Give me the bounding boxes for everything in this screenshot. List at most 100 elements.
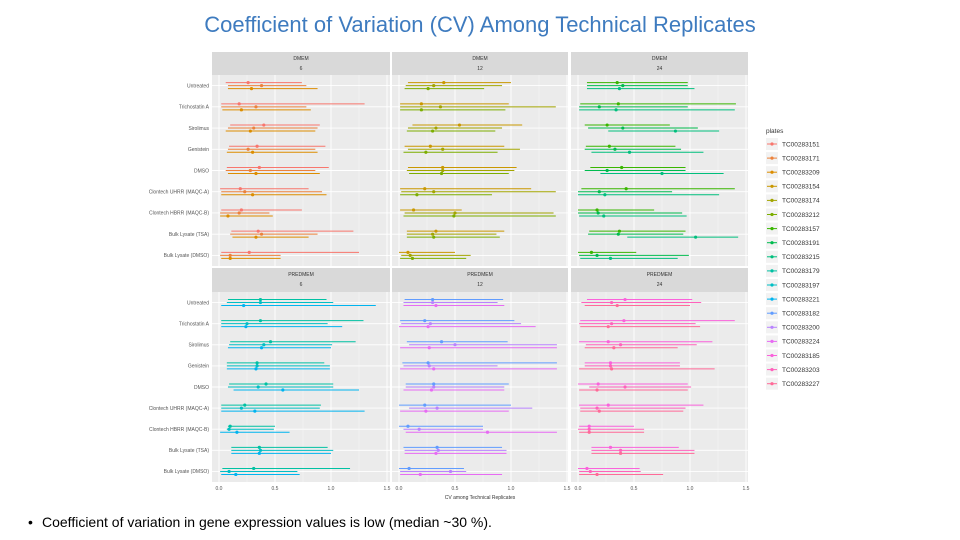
cv-median-point — [234, 472, 238, 477]
cv-median-point — [259, 84, 264, 88]
cv-median-point — [608, 364, 613, 368]
cv-median-point — [406, 250, 410, 254]
cv-median-point — [607, 144, 611, 148]
cv-median-point — [613, 147, 617, 151]
facet-strip-time: 12 — [477, 282, 483, 288]
legend-point — [770, 339, 774, 343]
x-tick-label: 1.0 — [328, 486, 335, 492]
legend-label: TC00283224 — [782, 339, 820, 346]
legend-label: TC00283203 — [782, 367, 820, 374]
cv-median-point — [614, 108, 618, 112]
cv-median-point — [587, 424, 591, 428]
cv-median-point — [237, 211, 241, 215]
cv-median-point — [616, 102, 620, 106]
cv-median-point — [431, 297, 435, 302]
bullet-text: Coefficient of variation in gene express… — [42, 514, 492, 530]
cv-median-point — [243, 403, 247, 407]
cv-median-point — [621, 84, 625, 88]
cv-median-point — [408, 253, 412, 257]
cv-median-point — [427, 364, 431, 368]
cv-median-point — [257, 165, 261, 170]
cv-median-point — [246, 147, 250, 151]
legend-point — [770, 382, 774, 386]
legend-point — [770, 325, 774, 329]
legend-point — [770, 156, 774, 160]
cv-median-point — [622, 319, 626, 323]
legend-label: TC00283212 — [782, 212, 820, 219]
category-tick-label: Clontech UHRR (MAQC-A) — [149, 406, 210, 412]
cv-median-point — [255, 364, 259, 368]
cv-median-point — [597, 409, 601, 413]
legend-point — [770, 297, 774, 301]
cv-median-point — [243, 190, 247, 194]
cv-median-point — [257, 451, 261, 455]
cv-median-point — [453, 211, 457, 215]
cv-median-point — [615, 303, 619, 308]
cv-median-point — [258, 300, 263, 305]
facet-strip-time: 24 — [657, 66, 663, 72]
cv-median-point — [419, 102, 423, 106]
category-tick-label: Bulk Lysate (TSA) — [169, 448, 209, 454]
cv-median-point — [434, 229, 438, 233]
legend-point — [770, 170, 774, 174]
cv-median-point — [258, 319, 263, 323]
cv-median-point — [431, 129, 435, 133]
cv-median-point — [694, 235, 698, 239]
cv-median-point — [608, 445, 613, 449]
cv-median-point — [227, 469, 231, 474]
cv-median-point — [426, 87, 430, 91]
facet-strip — [212, 52, 390, 75]
slide-title: Coefficient of Variation (CV) Among Tech… — [204, 12, 756, 37]
cv-median-point — [419, 108, 423, 112]
cv-median-point — [426, 325, 430, 329]
cv-median-point — [620, 165, 624, 170]
cv-median-point — [246, 81, 250, 85]
cv-median-point — [255, 144, 259, 148]
cv-median-point — [244, 325, 248, 329]
cv-median-point — [239, 208, 243, 212]
cv-median-point — [615, 81, 619, 85]
cv-median-point — [254, 171, 258, 176]
cv-median-point — [254, 105, 258, 109]
x-tick-label: 1.5 — [743, 486, 750, 492]
cv-median-point — [432, 382, 436, 386]
category-tick-label: Trichostatin A — [179, 321, 210, 327]
x-tick-label: 0.5 — [272, 486, 279, 492]
cv-median-point — [605, 123, 609, 127]
cv-median-point — [457, 123, 462, 127]
legend-point — [770, 227, 774, 231]
cv-median-point — [256, 385, 260, 389]
x-tick-label: 0.5 — [452, 486, 459, 492]
legend-point — [770, 142, 774, 146]
cv-median-point — [608, 361, 613, 365]
legend-point — [770, 368, 774, 372]
cv-median-point — [618, 343, 623, 347]
cv-median-point — [429, 388, 434, 392]
cv-median-point — [587, 427, 591, 431]
cv-median-point — [257, 445, 261, 449]
cv-median-point — [434, 303, 438, 308]
cv-median-point — [485, 430, 490, 434]
cv-median-point — [431, 232, 435, 236]
cv-median-point — [251, 193, 255, 197]
x-tick-label: 0.5 — [631, 486, 638, 492]
cv-median-point — [428, 322, 432, 326]
x-tick-label: 0.0 — [396, 486, 403, 492]
cv-median-point — [255, 361, 259, 365]
bullet-point: • Coefficient of variation in gene expres… — [28, 514, 492, 530]
cv-median-point — [441, 147, 445, 151]
category-tick-label: Untreated — [187, 83, 209, 89]
legend-label: TC00283179 — [782, 268, 820, 275]
legend-point — [770, 311, 774, 315]
bullet-icon: • — [28, 514, 33, 530]
cv-median-point — [281, 388, 285, 392]
category-tick-label: Bulk Lysate (DMSO) — [164, 253, 210, 259]
facet-strip-time: 6 — [300, 282, 303, 288]
cv-median-point — [427, 346, 431, 350]
cv-median-point — [431, 300, 435, 305]
cv-median-point — [595, 472, 599, 477]
cv-median-point — [423, 187, 427, 191]
legend-point — [770, 255, 774, 259]
cv-median-point — [432, 190, 436, 194]
cv-median-point — [623, 297, 627, 302]
